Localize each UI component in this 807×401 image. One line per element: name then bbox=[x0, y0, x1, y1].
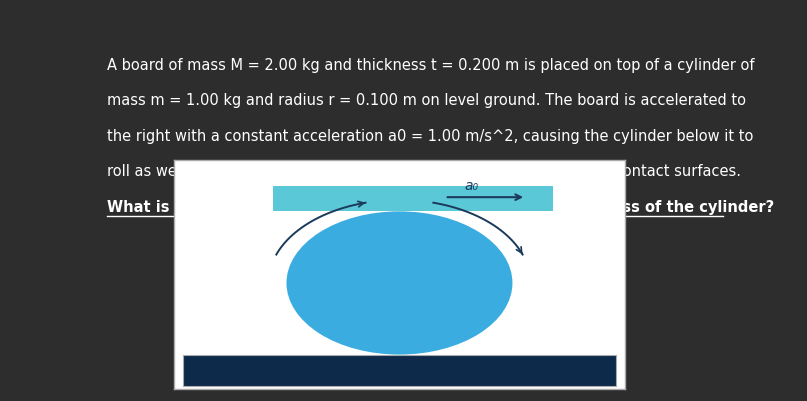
Text: roll as well. Assume that there is no slipping between any of the two contact su: roll as well. Assume that there is no sl… bbox=[107, 164, 741, 179]
Text: a₀: a₀ bbox=[465, 178, 479, 192]
Circle shape bbox=[286, 212, 512, 355]
Text: A board of mass M = 2.00 kg and thickness t = 0.200 m is placed on top of a cyli: A board of mass M = 2.00 kg and thicknes… bbox=[107, 57, 755, 72]
Bar bbox=[182, 354, 617, 386]
Text: the right with a constant acceleration a0 = 1.00 m/s^2, causing the cylinder bel: the right with a constant acceleration a… bbox=[107, 128, 754, 144]
Text: What is the magnitude of the acceleration of the center of mass of the cylinder?: What is the magnitude of the acceleratio… bbox=[107, 199, 775, 215]
Text: mass m = 1.00 kg and radius r = 0.100 m on level ground. The board is accelerate: mass m = 1.00 kg and radius r = 0.100 m … bbox=[107, 93, 746, 108]
Bar bbox=[273, 186, 553, 212]
